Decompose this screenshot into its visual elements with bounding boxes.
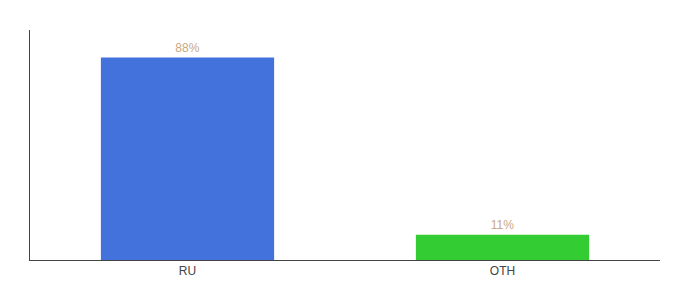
svg-text:11%: 11% xyxy=(491,218,514,232)
svg-text:OTH: OTH xyxy=(490,264,515,278)
svg-text:88%: 88% xyxy=(175,41,199,55)
svg-text:RU: RU xyxy=(179,264,196,278)
